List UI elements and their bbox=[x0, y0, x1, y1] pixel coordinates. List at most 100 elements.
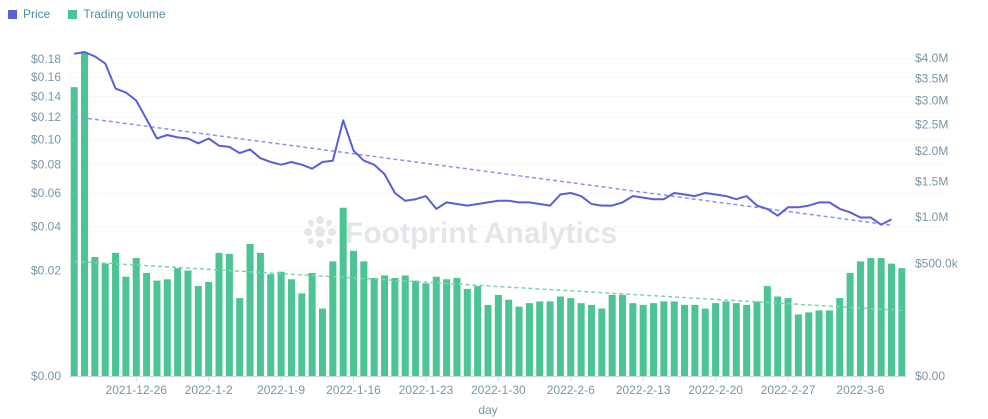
volume-bar bbox=[81, 52, 89, 376]
volume-bar bbox=[143, 272, 151, 376]
x-tick-label: 2022-1-23 bbox=[399, 383, 454, 397]
volume-bar bbox=[753, 301, 761, 376]
volume-bar bbox=[515, 306, 523, 376]
volume-bar bbox=[153, 280, 161, 376]
right-axis: $0.00 $500.0k $1.0M $1.5M $2.0M $2.5M $3.0M $3.… bbox=[915, 51, 959, 383]
volume-bar bbox=[318, 308, 326, 376]
volume-bar bbox=[794, 314, 802, 376]
volume-bar bbox=[598, 308, 606, 376]
volume-bar bbox=[608, 294, 616, 376]
left-tick-label: $0.18 bbox=[31, 52, 61, 66]
x-tick-label: 2022-2-6 bbox=[547, 383, 595, 397]
volume-bar bbox=[484, 304, 492, 376]
volume-bar bbox=[629, 303, 637, 376]
volume-bar bbox=[453, 277, 461, 376]
left-tick-label: $0.08 bbox=[31, 158, 61, 172]
volume-bar bbox=[308, 272, 316, 376]
left-tick-label: $0.00 bbox=[31, 369, 61, 383]
volume-bar bbox=[277, 271, 285, 376]
volume-bar bbox=[763, 286, 771, 376]
volume-bar bbox=[805, 312, 813, 376]
left-tick-label: $0.06 bbox=[31, 186, 61, 200]
price-trendline bbox=[74, 115, 892, 227]
left-tick-label: $0.14 bbox=[31, 89, 61, 103]
volume-bar bbox=[401, 275, 409, 376]
x-tick-label: 2022-1-16 bbox=[326, 383, 381, 397]
volume-bar bbox=[618, 294, 627, 376]
x-tick-label: 2022-1-2 bbox=[185, 383, 233, 397]
volume-bar bbox=[298, 293, 306, 376]
volume-bar bbox=[877, 258, 885, 376]
volume-bar bbox=[101, 263, 109, 376]
volume-bar bbox=[898, 268, 906, 376]
volume-bar bbox=[91, 257, 99, 376]
x-tick-label: 2022-2-13 bbox=[616, 383, 671, 397]
volume-bar bbox=[525, 303, 533, 376]
legend-label-volume: Trading volume bbox=[83, 7, 166, 21]
left-tick-label: $0.04 bbox=[31, 220, 61, 234]
volume-bar bbox=[670, 301, 678, 376]
legend-item-volume[interactable]: Trading volume bbox=[68, 7, 166, 21]
volume-bar bbox=[360, 261, 368, 376]
volume-bar bbox=[825, 310, 833, 376]
x-tick-label: 2022-2-27 bbox=[761, 383, 816, 397]
volume-bar bbox=[412, 280, 420, 376]
volume-bar bbox=[256, 252, 264, 376]
volume-bar bbox=[650, 303, 658, 376]
legend-swatch-volume bbox=[68, 9, 78, 19]
volume-bar bbox=[184, 270, 192, 376]
volume-bar bbox=[174, 268, 182, 376]
volume-bar bbox=[639, 304, 647, 376]
left-tick-label: $0.16 bbox=[31, 70, 61, 84]
volume-bar bbox=[722, 301, 730, 376]
volume-bar bbox=[856, 261, 864, 376]
left-axis: $0.00 $0.02 $0.04 $0.06 $0.08 $0.10 $0.12 $0.14… bbox=[31, 52, 61, 383]
volume-bar bbox=[681, 304, 689, 376]
volume-bar bbox=[267, 274, 275, 376]
volume-bars bbox=[70, 52, 906, 376]
volume-bar bbox=[546, 301, 554, 376]
volume-bar bbox=[432, 276, 440, 376]
volume-bar bbox=[463, 288, 471, 376]
volume-bar bbox=[287, 279, 295, 376]
legend: Price Trading volume bbox=[8, 7, 166, 21]
x-tick-label: 2022-3-6 bbox=[836, 383, 884, 397]
volume-bar bbox=[246, 243, 254, 376]
volume-bar bbox=[391, 277, 399, 376]
volume-bar bbox=[122, 276, 130, 376]
right-tick-label: $3.5M bbox=[915, 72, 948, 86]
volume-bar bbox=[349, 250, 358, 376]
volume-bar bbox=[505, 299, 513, 376]
volume-bar bbox=[846, 272, 854, 376]
right-tick-label: $1.0M bbox=[915, 210, 948, 224]
right-tick-label: $2.5M bbox=[915, 118, 948, 132]
grid-lines bbox=[69, 58, 947, 271]
watermark-logo bbox=[304, 216, 336, 248]
legend-item-price[interactable]: Price bbox=[8, 7, 50, 21]
volume-bar bbox=[567, 298, 575, 376]
volume-trendline bbox=[74, 260, 902, 312]
left-tick-label: $0.02 bbox=[31, 263, 61, 277]
volume-bar bbox=[381, 275, 389, 376]
x-axis-title: day bbox=[478, 403, 497, 417]
x-tick-label: 2022-1-9 bbox=[257, 383, 305, 397]
volume-bar bbox=[836, 298, 844, 376]
right-tick-label: $0.00 bbox=[915, 369, 945, 383]
volume-bar bbox=[225, 253, 233, 376]
volume-bar bbox=[577, 303, 585, 376]
x-tick-label: 2022-2-20 bbox=[688, 383, 743, 397]
volume-bar bbox=[70, 87, 78, 376]
volume-bar bbox=[422, 283, 430, 376]
x-tick-label: 2021-12-26 bbox=[106, 383, 168, 397]
right-tick-label: $4.0M bbox=[915, 51, 948, 65]
volume-bar bbox=[743, 304, 751, 376]
volume-bar bbox=[587, 304, 595, 376]
volume-bar bbox=[236, 298, 244, 376]
volume-bar bbox=[443, 279, 451, 376]
legend-swatch-price bbox=[8, 9, 17, 19]
price-line bbox=[74, 51, 892, 226]
volume-bar bbox=[712, 303, 720, 376]
volume-bar bbox=[474, 286, 482, 376]
volume-bar bbox=[815, 310, 823, 376]
right-tick-label: $500.0k bbox=[915, 257, 959, 271]
